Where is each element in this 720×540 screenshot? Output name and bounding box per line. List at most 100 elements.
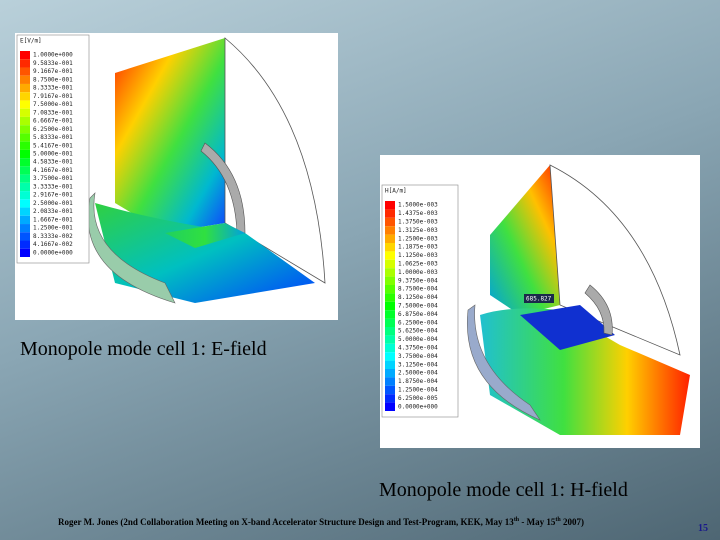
legend-label: 8.7500e-004 — [398, 286, 438, 293]
legend-label: 1.2500e-004 — [398, 387, 438, 394]
legend-label: 3.7500e-004 — [398, 353, 438, 360]
e-field-image: E[V/m]1.0000e+0009.5833e-0019.1667e-0018… — [15, 33, 338, 320]
legend-label: 2.9167e-001 — [33, 192, 73, 199]
legend-swatch — [385, 360, 395, 369]
legend-label: 1.0000e-003 — [398, 269, 438, 276]
legend-swatch — [20, 149, 30, 159]
probe-box — [524, 294, 554, 303]
legend-label: 1.5000e-003 — [398, 202, 438, 209]
legend-swatch — [20, 125, 30, 134]
legend-label: 9.5833e-001 — [33, 60, 73, 67]
legend-swatch — [385, 251, 395, 260]
legend-swatch — [385, 234, 395, 243]
legend-swatch — [385, 385, 395, 395]
h-field-caption: Monopole mode cell 1: H-field — [379, 479, 628, 501]
legend-label: 4.1667e-002 — [33, 241, 73, 248]
legend-swatch — [385, 259, 395, 269]
legend-label: 9.1667e-001 — [33, 68, 73, 75]
legend-swatch — [385, 301, 395, 311]
legend-label: 7.9167e-001 — [33, 93, 73, 100]
legend-swatch — [20, 92, 30, 101]
legend-label: 5.0000e-001 — [33, 151, 73, 158]
legend-label: 1.1875e-003 — [398, 244, 438, 251]
legend-swatch — [385, 276, 395, 285]
legend-swatch — [20, 116, 30, 126]
legend-label: 7.5000e-001 — [33, 101, 73, 108]
legend-swatch — [385, 243, 395, 252]
legend-label: 5.0000e-004 — [398, 336, 438, 343]
legend-label: 1.3750e-003 — [398, 219, 438, 226]
legend-label: 6.8750e-004 — [398, 311, 438, 318]
legend-label: 1.1250e-003 — [398, 252, 438, 259]
footer-text: 2007) — [560, 517, 584, 527]
legend-swatch — [20, 182, 30, 192]
legend-swatch — [20, 191, 30, 200]
legend-label: 9.3750e-004 — [398, 277, 438, 284]
legend-label: 1.0000e+000 — [33, 52, 73, 59]
legend-label: 8.7500e-001 — [33, 76, 73, 83]
footer-sup: th — [513, 517, 520, 523]
legend-label: 2.5000e-004 — [398, 370, 438, 377]
legend-label: 4.5833e-001 — [33, 159, 73, 166]
legend-label: 6.2500e-004 — [398, 319, 438, 326]
legend-label: 4.3750e-004 — [398, 345, 438, 352]
probe-label: 685.827 — [526, 296, 552, 303]
legend-label: 0.0000e+000 — [33, 249, 73, 256]
legend-label: 7.5000e-004 — [398, 303, 438, 310]
legend-swatch — [385, 201, 395, 210]
legend-label: 6.2500e-005 — [398, 395, 438, 402]
legend-label: 3.1250e-004 — [398, 361, 438, 368]
legend-swatch — [20, 108, 30, 117]
legend-title: H[A/m] — [385, 188, 407, 195]
legend-swatch — [20, 133, 30, 142]
legend-swatch — [385, 310, 395, 319]
legend-swatch — [20, 215, 30, 225]
legend-swatch — [20, 51, 30, 60]
legend-swatch — [20, 141, 30, 150]
legend-swatch — [385, 293, 395, 302]
legend-swatch — [20, 240, 30, 249]
legend-swatch — [20, 59, 30, 68]
legend-label: 5.6250e-004 — [398, 328, 438, 335]
legend-label: 1.0625e-003 — [398, 261, 438, 268]
footer-sup: th — [555, 517, 561, 523]
legend-label: 1.2500e-001 — [33, 225, 73, 232]
legend-label: 8.1250e-004 — [398, 294, 438, 301]
legend-swatch — [385, 343, 395, 353]
legend-swatch — [385, 335, 395, 344]
legend-swatch — [20, 232, 30, 241]
legend-swatch — [20, 224, 30, 233]
legend-swatch — [385, 226, 395, 235]
legend-label: 5.8333e-001 — [33, 134, 73, 141]
legend-label: 8.3333e-002 — [33, 233, 73, 240]
legend-label: 5.4167e-001 — [33, 142, 73, 149]
e-field-caption: Monopole mode cell 1: E-field — [20, 338, 267, 360]
legend-swatch — [20, 67, 30, 76]
legend-label: 6.2500e-001 — [33, 126, 73, 133]
legend-swatch — [385, 209, 395, 218]
legend-label: 8.3333e-001 — [33, 85, 73, 92]
footer-text: Roger M. Jones (2nd Collaboration Meetin… — [58, 517, 514, 527]
legend-swatch — [20, 207, 30, 216]
legend-swatch — [20, 248, 30, 257]
legend-title: E[V/m] — [20, 38, 42, 45]
legend-swatch — [385, 352, 395, 361]
footer: Roger M. Jones (2nd Collaboration Meetin… — [58, 517, 584, 527]
footer-text: - May 15 — [519, 517, 556, 527]
legend-label: 7.0833e-001 — [33, 109, 73, 116]
legend-label: 1.6667e-001 — [33, 216, 73, 223]
legend-swatch — [385, 377, 395, 386]
legend-swatch — [20, 174, 30, 183]
legend-label: 3.7500e-001 — [33, 175, 73, 182]
legend-swatch — [20, 166, 30, 175]
legend-label: 0.0000e+000 — [398, 403, 438, 410]
legend-label: 4.1667e-001 — [33, 167, 73, 174]
legend-label: 2.5000e-001 — [33, 200, 73, 207]
legend-label: 6.6667e-001 — [33, 118, 73, 125]
legend-swatch — [385, 285, 395, 294]
legend-swatch — [385, 217, 395, 227]
legend-swatch — [20, 75, 30, 84]
legend-swatch — [385, 327, 395, 336]
